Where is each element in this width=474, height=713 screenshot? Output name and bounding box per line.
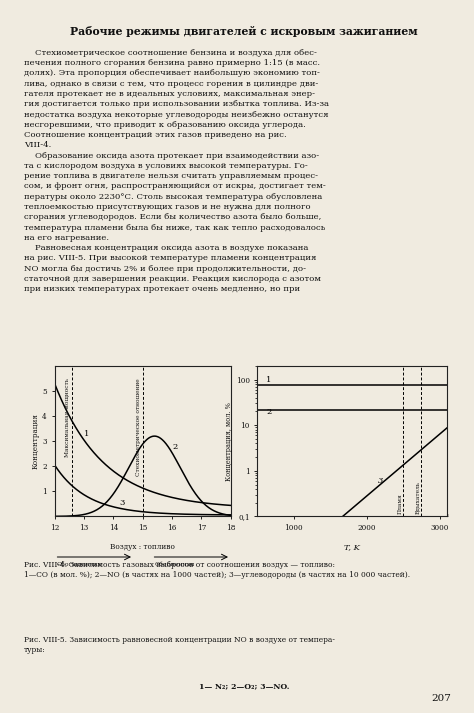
- Text: Вдыхатель: Вдыхатель: [415, 481, 420, 513]
- Text: 207: 207: [431, 694, 451, 703]
- Text: Стехиометрическое отношение: Стехиометрическое отношение: [136, 379, 141, 476]
- Text: Обедненная: Обедненная: [155, 562, 195, 567]
- Text: T, K: T, K: [344, 543, 360, 551]
- Text: Рис. VIII-4. Зависимость газовых выбросов от соотношения воздух — топливо:
1—СО : Рис. VIII-4. Зависимость газовых выбросо…: [24, 560, 410, 579]
- Text: 3: 3: [119, 499, 125, 507]
- Text: ¹: ¹: [447, 515, 449, 520]
- Text: 1: 1: [84, 430, 89, 438]
- Text: 1: 1: [266, 376, 272, 384]
- Text: Максимальная мощность: Максимальная мощность: [65, 379, 71, 457]
- Text: Пламя: Пламя: [397, 493, 402, 513]
- Text: Стехиометрическое соотношение бензина и воздуха для обес-
печения полного сгоран: Стехиометрическое соотношение бензина и …: [24, 48, 328, 293]
- Text: 2: 2: [172, 443, 177, 451]
- Text: Рабочие режимы двигателей с искровым зажиганием: Рабочие режимы двигателей с искровым заж…: [70, 26, 418, 37]
- Text: Обогащенная: Обогащенная: [56, 562, 101, 567]
- Text: 2: 2: [266, 408, 271, 416]
- Y-axis label: Концентрация, мол. %: Концентрация, мол. %: [225, 401, 233, 481]
- Text: Воздух : топливо: Воздух : топливо: [110, 543, 175, 551]
- Y-axis label: Концентрация: Концентрация: [31, 414, 39, 469]
- Text: 1— N₂; 2—O₂; 3—NO.: 1— N₂; 2—O₂; 3—NO.: [199, 682, 289, 691]
- Text: Рис. VIII-5. Зависимость равновесной концентрации NO в воздухе от темпера-
туры:: Рис. VIII-5. Зависимость равновесной кон…: [24, 636, 335, 655]
- Text: 3: 3: [378, 476, 383, 485]
